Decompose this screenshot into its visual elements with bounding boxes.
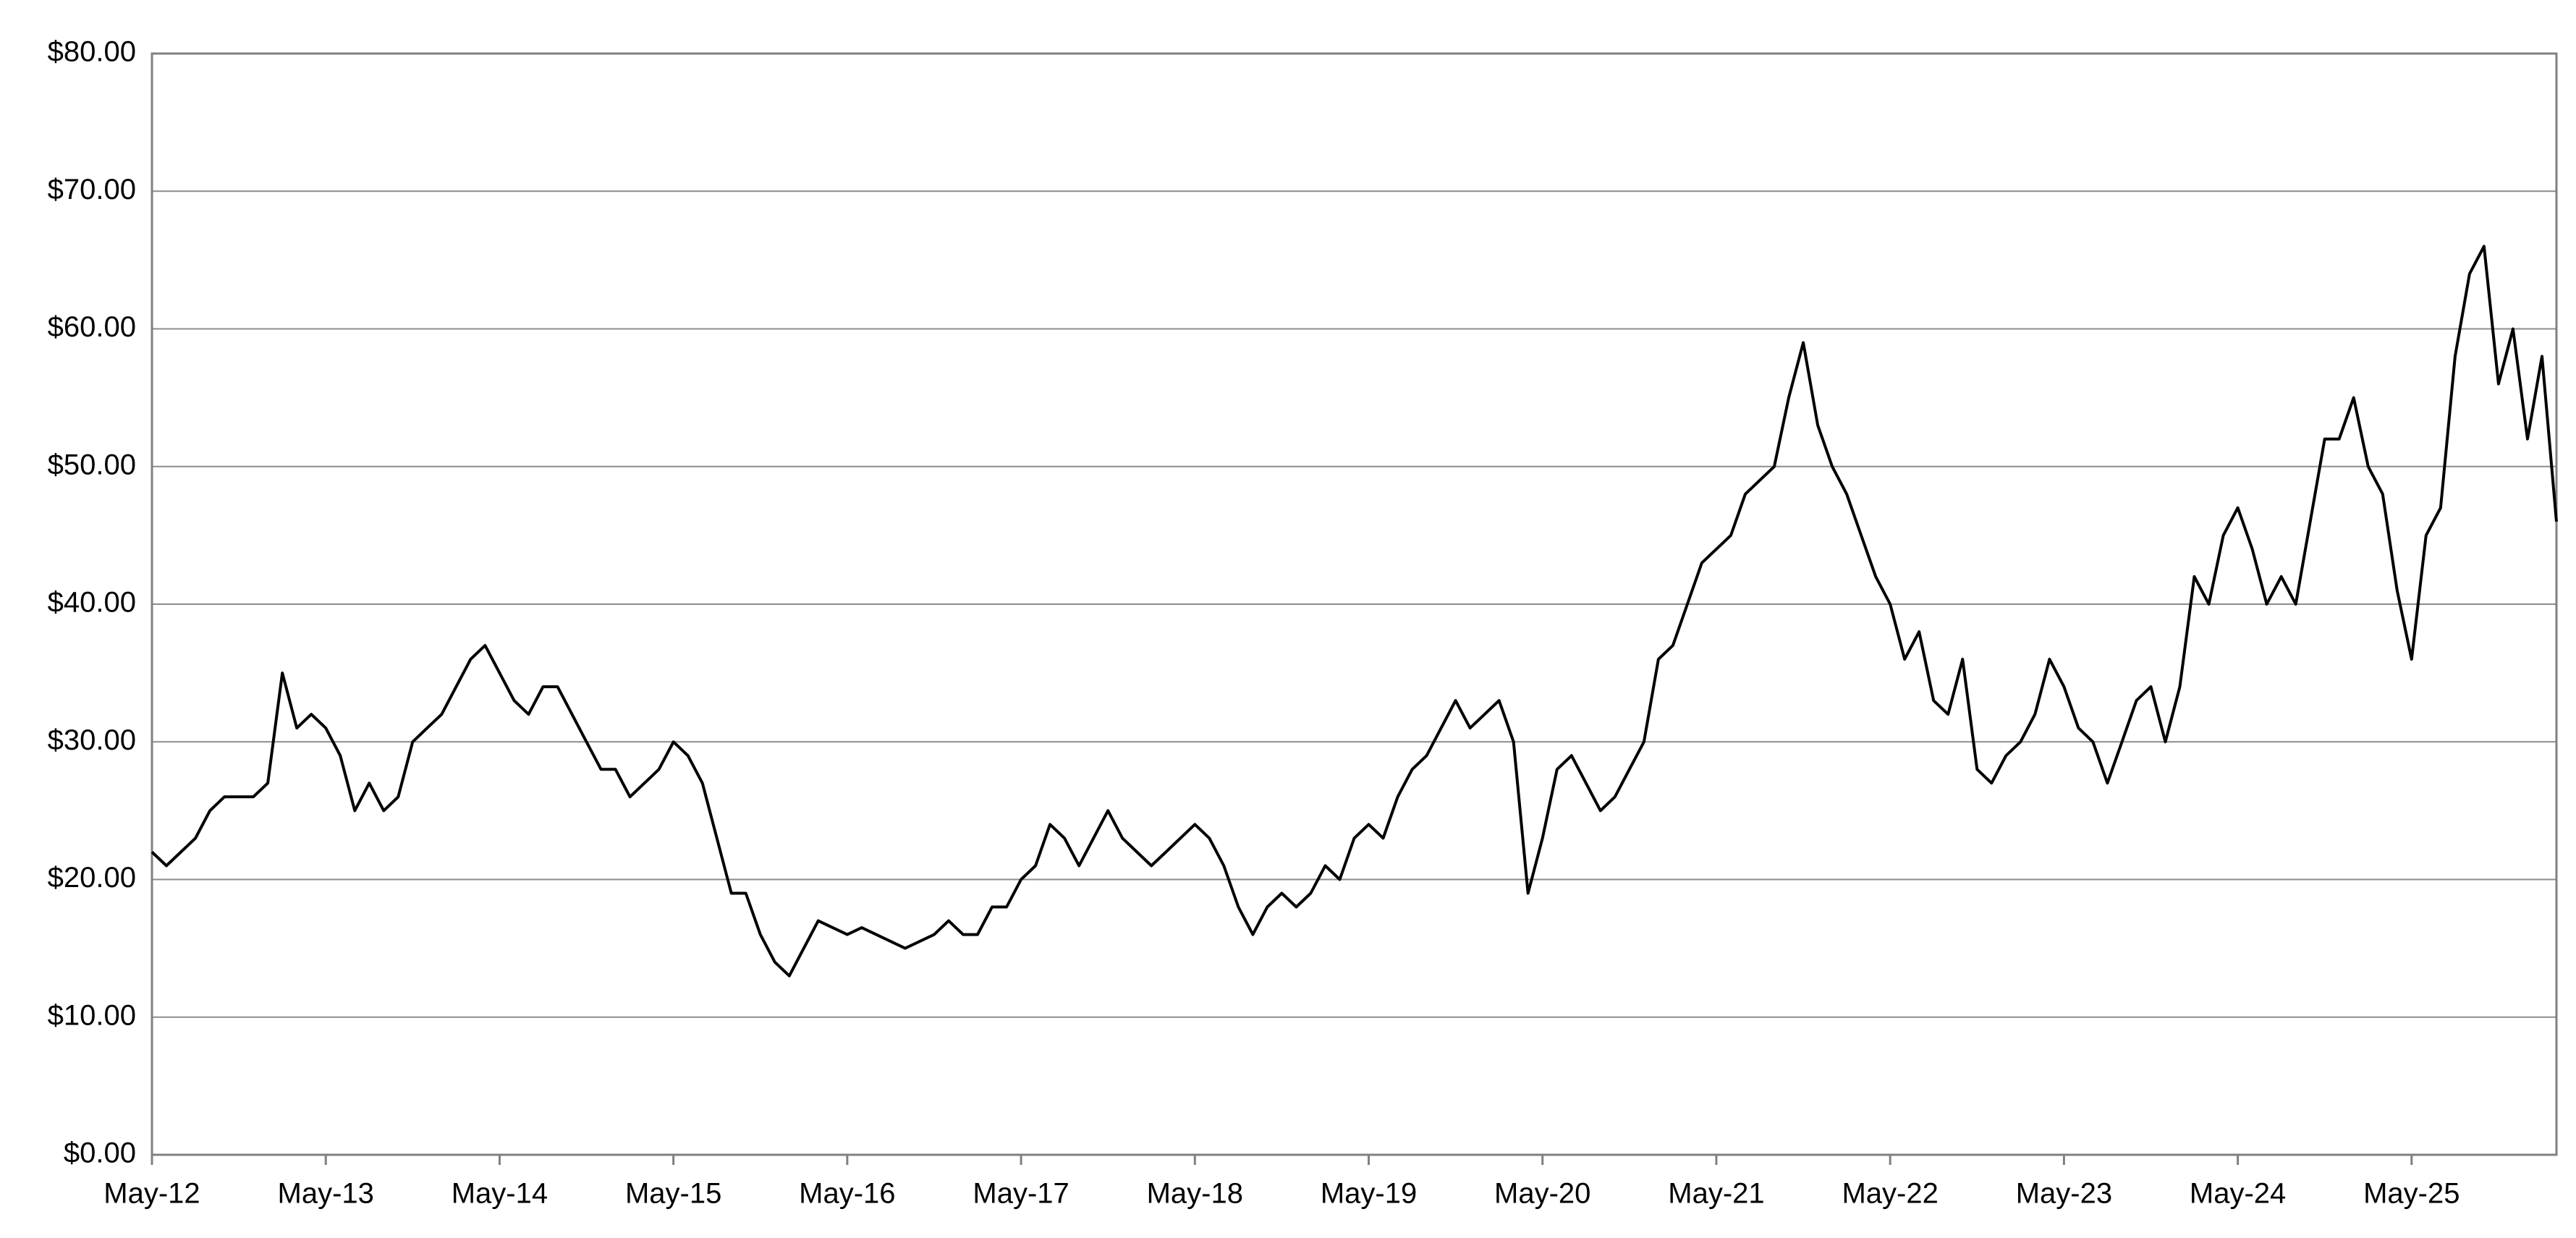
y-tick-label: $40.00 — [48, 587, 136, 619]
x-tick-label: May-18 — [1147, 1178, 1243, 1210]
x-tick-label: May-17 — [973, 1178, 1069, 1210]
price-line — [151, 245, 2558, 978]
x-tick-label: May-16 — [799, 1178, 895, 1210]
x-tick-label: May-15 — [625, 1178, 721, 1210]
x-tick-label: May-23 — [2016, 1178, 2112, 1210]
y-tick-label: $30.00 — [48, 724, 136, 756]
y-tick-label: $0.00 — [64, 1137, 136, 1169]
x-tick-label: May-22 — [1842, 1178, 1938, 1210]
x-tick-label: May-13 — [278, 1178, 374, 1210]
x-tick-label: May-21 — [1668, 1178, 1764, 1210]
y-tick-label: $60.00 — [48, 311, 136, 343]
x-tick-label: May-14 — [452, 1178, 548, 1210]
x-tick-label: May-12 — [103, 1178, 200, 1210]
y-tick-label: $50.00 — [48, 449, 136, 480]
y-tick-label: $20.00 — [48, 862, 136, 894]
plot-frame — [151, 52, 2558, 1156]
y-tick-label: $10.00 — [48, 999, 136, 1031]
x-tick-label: May-19 — [1321, 1178, 1417, 1210]
y-tick-label: $70.00 — [48, 174, 136, 205]
y-tick-label: $80.00 — [48, 36, 136, 68]
x-tick-label: May-24 — [2190, 1178, 2286, 1210]
x-tick-label: May-25 — [2363, 1178, 2460, 1210]
x-tick-label: May-20 — [1494, 1178, 1590, 1210]
